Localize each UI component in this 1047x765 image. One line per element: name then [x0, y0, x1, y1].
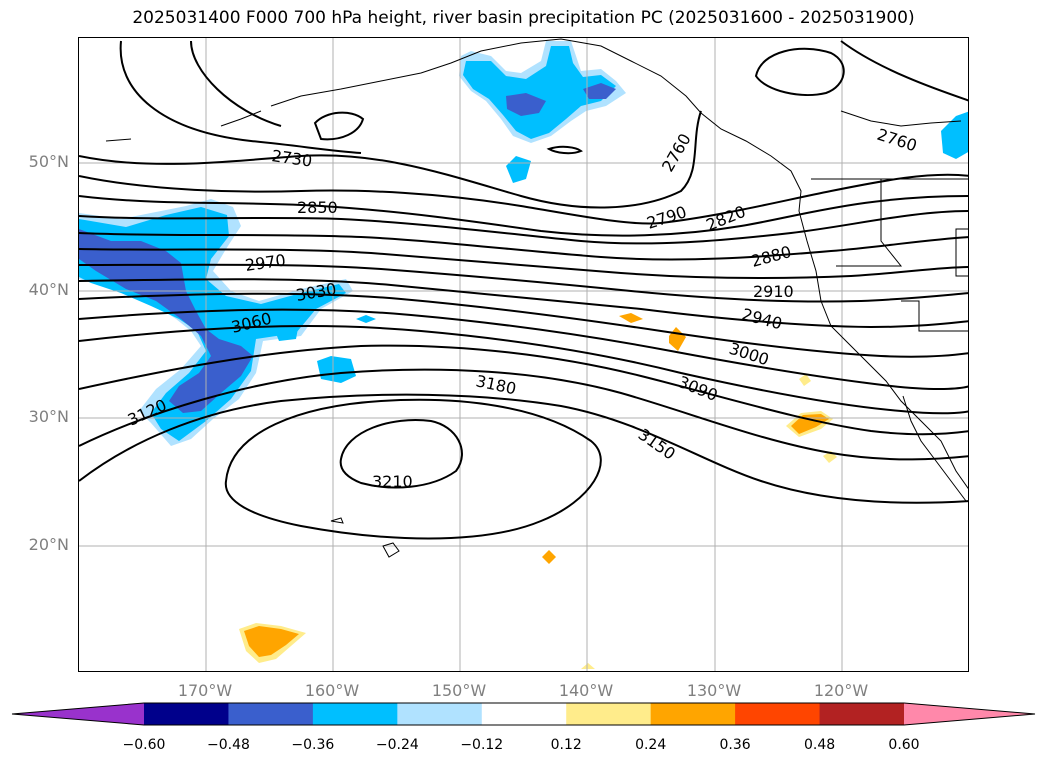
- colorbar-tick-label: 0.60: [888, 737, 920, 753]
- contour-label-2880: 2880: [749, 242, 793, 271]
- contour-label-2730: 2730: [270, 146, 313, 170]
- lon-label-130w: 130°W: [686, 681, 742, 700]
- colorbar-tick-label: −0.24: [375, 737, 419, 753]
- chart-title: 2025031400 F000 700 hPa height, river ba…: [132, 8, 915, 28]
- contour-label-3180: 3180: [474, 371, 518, 398]
- colorbar-cell: [566, 703, 652, 725]
- contour-label-2970: 2970: [244, 250, 287, 274]
- colorbar-cell: [397, 703, 483, 725]
- lat-label-40n: 40°N: [28, 280, 69, 299]
- lat-label-50n: 50°N: [28, 152, 69, 171]
- colorbar-cells: [144, 703, 905, 725]
- colorbar-tick-label: −0.12: [460, 737, 504, 753]
- lon-label-170w: 170°W: [177, 681, 233, 700]
- height-contours: [79, 40, 968, 540]
- colorbar-tick-label: −0.60: [122, 737, 166, 753]
- colorbar-extend-high: [904, 703, 1035, 725]
- colorbar: [11, 702, 1036, 726]
- colorbar-tick-label: −0.36: [291, 737, 335, 753]
- lat-label-30n: 30°N: [28, 407, 69, 426]
- contour-label-2820: 2820: [703, 202, 748, 235]
- map-panel: 2730 2760 2760 2790 2820 2850 2880 2910 …: [78, 37, 969, 672]
- gridlines: [79, 38, 968, 671]
- colorbar-extend-low: [12, 703, 144, 725]
- colorbar-tick-label: −0.48: [206, 737, 250, 753]
- colorbar-cell: [650, 703, 736, 725]
- colorbar-cell: [735, 703, 821, 725]
- lon-label-160w: 160°W: [304, 681, 360, 700]
- lon-label-120w: 120°W: [813, 681, 869, 700]
- contour-label-2940: 2940: [740, 305, 784, 334]
- colorbar-tick-label: 0.36: [719, 737, 751, 753]
- colorbar-tick-label: 0.12: [550, 737, 582, 753]
- colorbar-cell: [228, 703, 314, 725]
- contour-label-2760-a: 2760: [658, 130, 695, 175]
- lon-label-140w: 140°W: [558, 681, 614, 700]
- lat-label-20n: 20°N: [28, 535, 69, 554]
- contour-label-3210: 3210: [372, 472, 413, 491]
- contour-label-2910: 2910: [753, 282, 794, 301]
- precip-negative-shading: [79, 41, 968, 446]
- contour-label-3150: 3150: [635, 425, 679, 464]
- colorbar-cell: [819, 703, 905, 725]
- colorbar-tick-label: 0.48: [803, 737, 836, 753]
- colorbar-tick-label: 0.24: [635, 737, 667, 753]
- colorbar-cell: [481, 703, 567, 725]
- contour-label-2760-b: 2760: [875, 125, 920, 156]
- coastlines: [105, 38, 968, 558]
- map-canvas: 2730 2760 2760 2790 2820 2850 2880 2910 …: [79, 38, 968, 671]
- lon-label-150w: 150°W: [431, 681, 487, 700]
- colorbar-cell: [312, 703, 398, 725]
- contour-label-2790: 2790: [644, 202, 689, 233]
- colorbar-cell: [144, 703, 229, 725]
- contour-label-2850: 2850: [297, 198, 338, 217]
